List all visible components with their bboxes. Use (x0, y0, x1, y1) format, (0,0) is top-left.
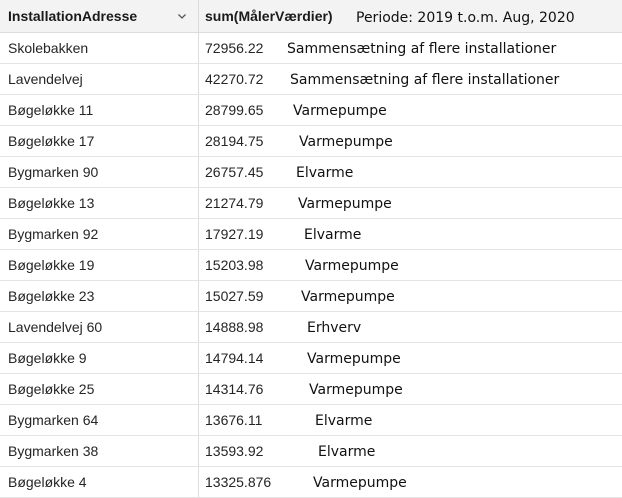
row-annotation: Elvarme (296, 165, 354, 181)
table-row[interactable]: Bøgeløkke 13 21274.79 Varmepumpe (0, 188, 622, 219)
table-row[interactable]: Bøgeløkke 17 28194.75 Varmepumpe (0, 126, 622, 157)
table-row[interactable]: Bygmarken 92 17927.19 Elvarme (0, 219, 622, 250)
row-annotation: Elvarme (304, 227, 362, 243)
cell-sum: 42270.72 (205, 71, 264, 87)
row-annotation: Varmepumpe (298, 196, 392, 212)
row-annotation: Erhverv (307, 320, 362, 336)
table-row[interactable]: Lavendelvej 42270.72 Sammensætning af fl… (0, 64, 622, 95)
cell-sum: 28194.75 (205, 133, 264, 149)
cell-address: Bygmarken 90 (8, 164, 99, 180)
cell-address: Bøgeløkke 9 (8, 350, 87, 366)
table-row[interactable]: Skolebakken 72956.22 Sammensætning af fl… (0, 33, 622, 64)
cell-address: Bygmarken 38 (8, 443, 99, 459)
cell-sum: 14314.76 (205, 381, 264, 397)
period-annotation: Periode: 2019 t.o.m. Aug, 2020 (356, 10, 575, 26)
cell-address: Bøgeløkke 11 (8, 102, 94, 118)
cell-address: Bøgeløkke 19 (8, 257, 95, 273)
cell-sum: 28799.65 (205, 102, 264, 118)
row-annotation: Varmepumpe (293, 103, 387, 119)
row-annotation: Sammensætning af flere installationer (287, 41, 557, 57)
column-header-installation-adresse[interactable]: InstallationAdresse (8, 8, 138, 24)
cell-address: Bøgeløkke 17 (8, 133, 95, 149)
cell-address: Lavendelvej (8, 71, 83, 87)
chevron-down-icon[interactable] (177, 11, 187, 21)
row-annotation: Varmepumpe (307, 351, 401, 367)
table-row[interactable]: Bøgeløkke 4 13325.876 Varmepumpe (0, 467, 622, 498)
row-annotation: Varmepumpe (313, 475, 407, 491)
table-body: Skolebakken 72956.22 Sammensætning af fl… (0, 33, 622, 498)
cell-address: Bøgeløkke 23 (8, 288, 95, 304)
row-annotation: Varmepumpe (301, 289, 395, 305)
row-annotation: Elvarme (318, 444, 376, 460)
cell-address: Bøgeløkke 13 (8, 195, 95, 211)
row-annotation: Varmepumpe (309, 382, 403, 398)
row-annotation: Sammensætning af flere installationer (290, 72, 560, 88)
cell-sum: 72956.22 (205, 40, 264, 56)
cell-sum: 15203.98 (205, 257, 264, 273)
column-header-sum-maalervaerdier[interactable]: sum(MålerVærdier) (205, 8, 333, 24)
table-row[interactable]: Bøgeløkke 19 15203.98 Varmepumpe (0, 250, 622, 281)
row-annotation: Elvarme (315, 413, 373, 429)
table-row[interactable]: Bøgeløkke 11 28799.65 Varmepumpe (0, 95, 622, 126)
table-row[interactable]: Bygmarken 90 26757.45 Elvarme (0, 157, 622, 188)
table-row[interactable]: Bøgeløkke 25 14314.76 Varmepumpe (0, 374, 622, 405)
cell-address: Bøgeløkke 25 (8, 381, 95, 397)
cell-sum: 14888.98 (205, 319, 264, 335)
table-row[interactable]: Lavendelvej 60 14888.98 Erhverv (0, 312, 622, 343)
cell-address: Lavendelvej 60 (8, 319, 103, 335)
cell-sum: 13325.876 (205, 474, 272, 490)
table-row[interactable]: Bygmarken 64 13676.11 Elvarme (0, 405, 622, 436)
table-header: InstallationAdresse sum(MålerVærdier) Pe… (0, 0, 622, 33)
cell-sum: 14794.14 (205, 350, 264, 366)
cell-address: Bygmarken 64 (8, 412, 99, 428)
cell-sum: 15027.59 (205, 288, 264, 304)
cell-address: Skolebakken (8, 40, 89, 56)
cell-sum: 17927.19 (205, 226, 264, 242)
cell-sum: 13593.92 (205, 443, 264, 459)
row-annotation: Varmepumpe (299, 134, 393, 150)
row-annotation: Varmepumpe (305, 258, 399, 274)
cell-sum: 13676.11 (205, 412, 263, 428)
table-row[interactable]: Bygmarken 38 13593.92 Elvarme (0, 436, 622, 467)
cell-address: Bøgeløkke 4 (8, 474, 87, 490)
cell-sum: 21274.79 (205, 195, 264, 211)
table-row[interactable]: Bøgeløkke 9 14794.14 Varmepumpe (0, 343, 622, 374)
table-row[interactable]: Bøgeløkke 23 15027.59 Varmepumpe (0, 281, 622, 312)
cell-address: Bygmarken 92 (8, 226, 99, 242)
cell-sum: 26757.45 (205, 164, 264, 180)
